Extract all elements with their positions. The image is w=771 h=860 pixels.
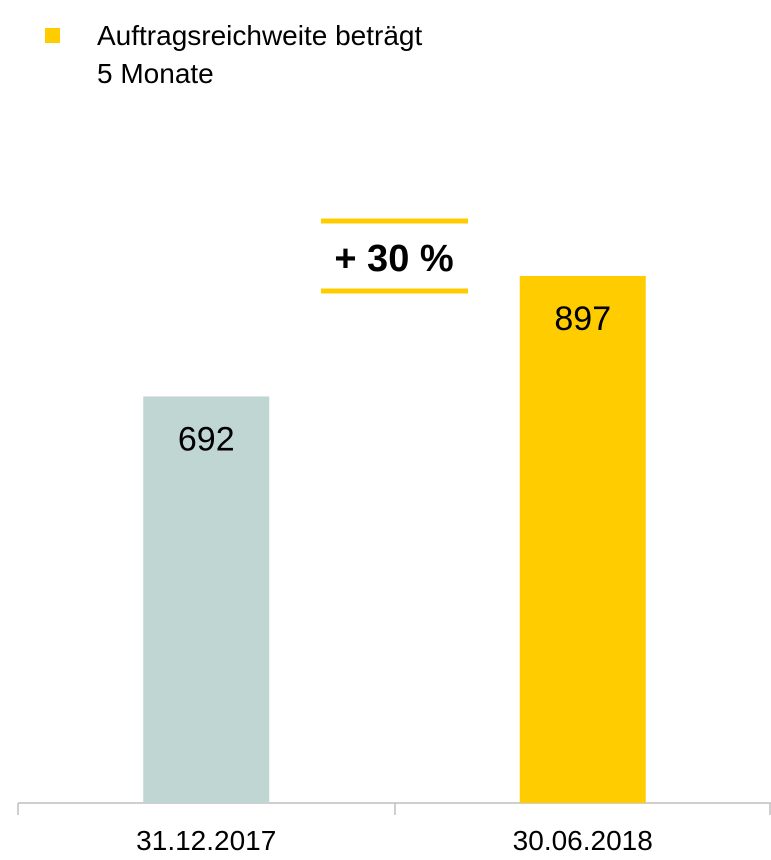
bullet-marker: [45, 28, 60, 43]
bullet-text: Auftragsreichweite beträgt: [97, 20, 423, 51]
bar: [519, 276, 646, 803]
value-label: 897: [554, 300, 611, 338]
value-label: 692: [178, 420, 235, 458]
bullet-text: 5 Monate: [97, 58, 214, 89]
bar: [143, 396, 270, 803]
x-tick-label: 31.12.2017: [136, 825, 276, 856]
x-tick-label: 30.06.2018: [513, 825, 653, 856]
annotation: + 30 %: [334, 238, 453, 280]
